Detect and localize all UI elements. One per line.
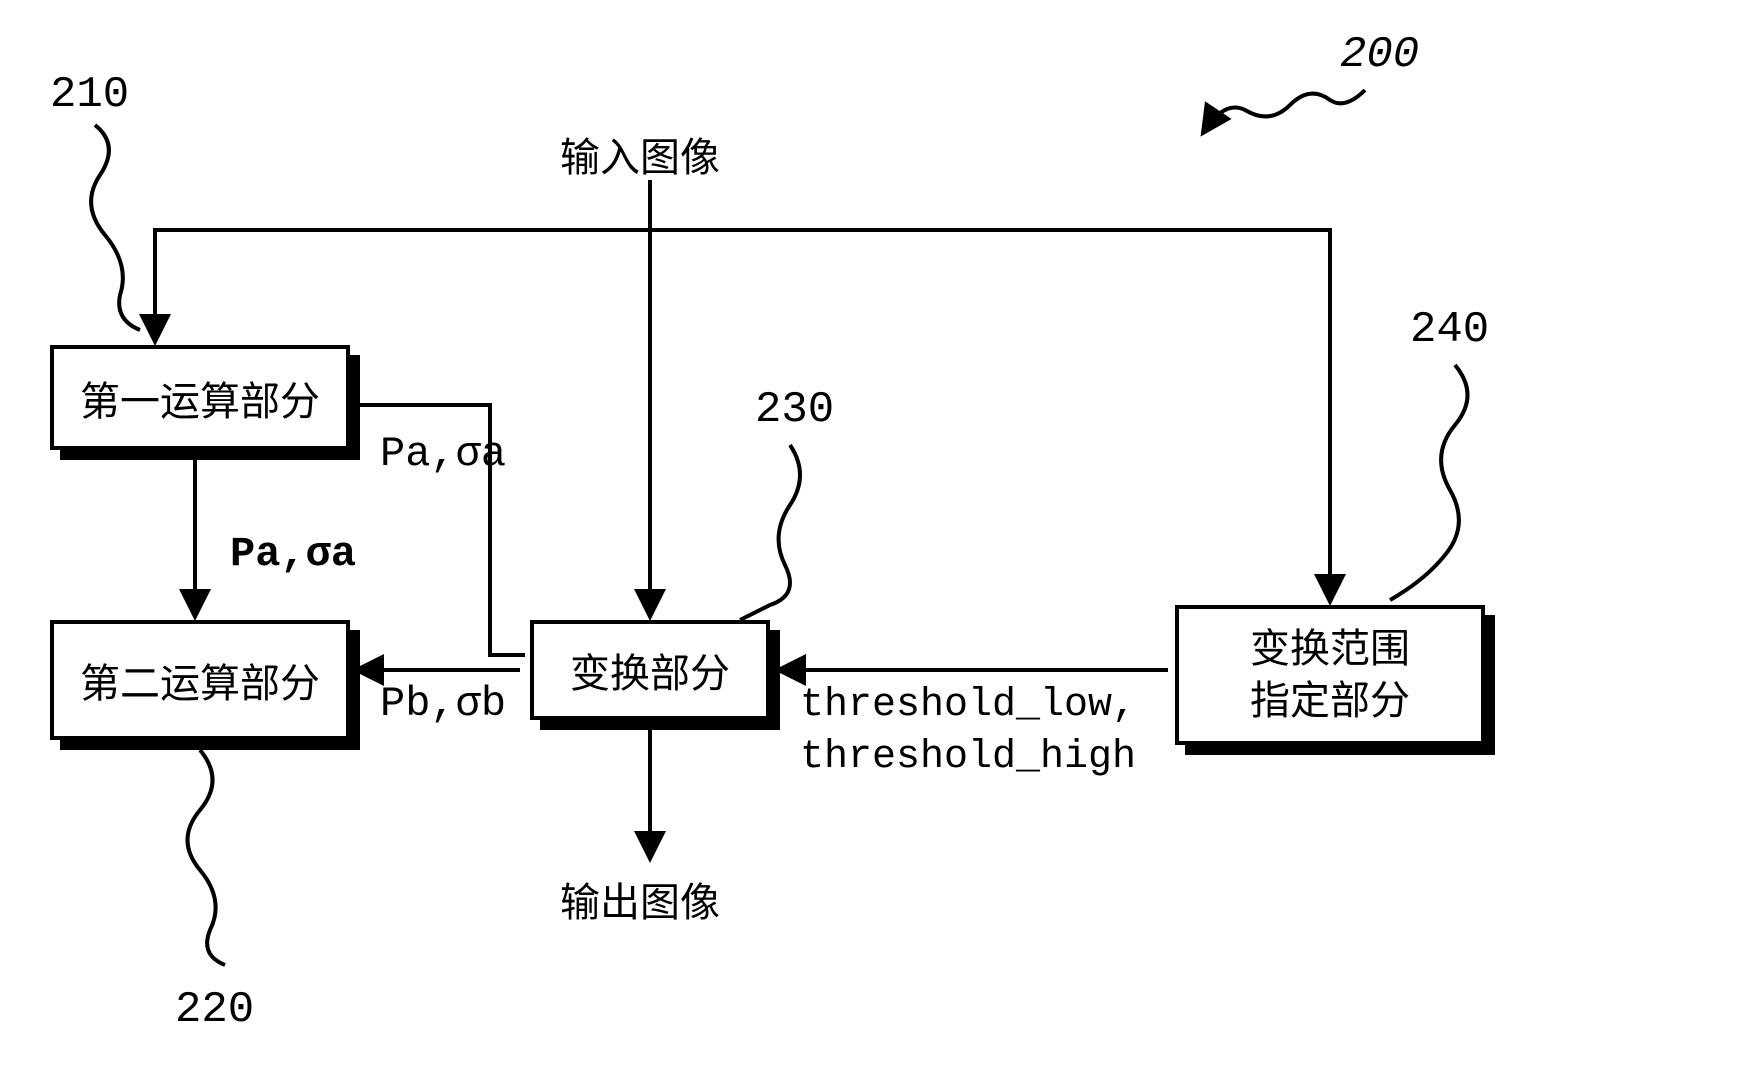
node-240-label: 变换范围 指定部分 xyxy=(1250,623,1410,727)
output-image-label: 输出图像 xyxy=(560,870,720,929)
ref-230: 230 xyxy=(755,385,834,435)
pa-sigma-a-vertical-label: Pa,σa xyxy=(230,530,356,578)
pa-sigma-a-horizontal-label: Pa,σa xyxy=(380,430,506,478)
pb-sigma-b-label: Pb,σb xyxy=(380,680,506,728)
threshold-label: threshold_low, threshold_high xyxy=(800,680,1136,784)
node-240: 变换范围 指定部分 xyxy=(1175,605,1485,745)
ref-210: 210 xyxy=(50,70,129,120)
node-230-label: 变换部分 xyxy=(570,641,730,699)
node-210: 第一运算部分 xyxy=(50,345,350,450)
ref-240: 240 xyxy=(1410,305,1489,355)
node-210-label: 第一运算部分 xyxy=(80,369,320,427)
node-220-label: 第二运算部分 xyxy=(80,651,320,709)
node-220: 第二运算部分 xyxy=(50,620,350,740)
block-diagram: 第一运算部分 第二运算部分 变换部分 变换范围 指定部分 输入图像 输出图像 P… xyxy=(0,0,1750,1065)
ref-200: 200 xyxy=(1340,30,1419,80)
ref-220: 220 xyxy=(175,985,254,1035)
input-image-label: 输入图像 xyxy=(560,125,720,184)
node-230: 变换部分 xyxy=(530,620,770,720)
